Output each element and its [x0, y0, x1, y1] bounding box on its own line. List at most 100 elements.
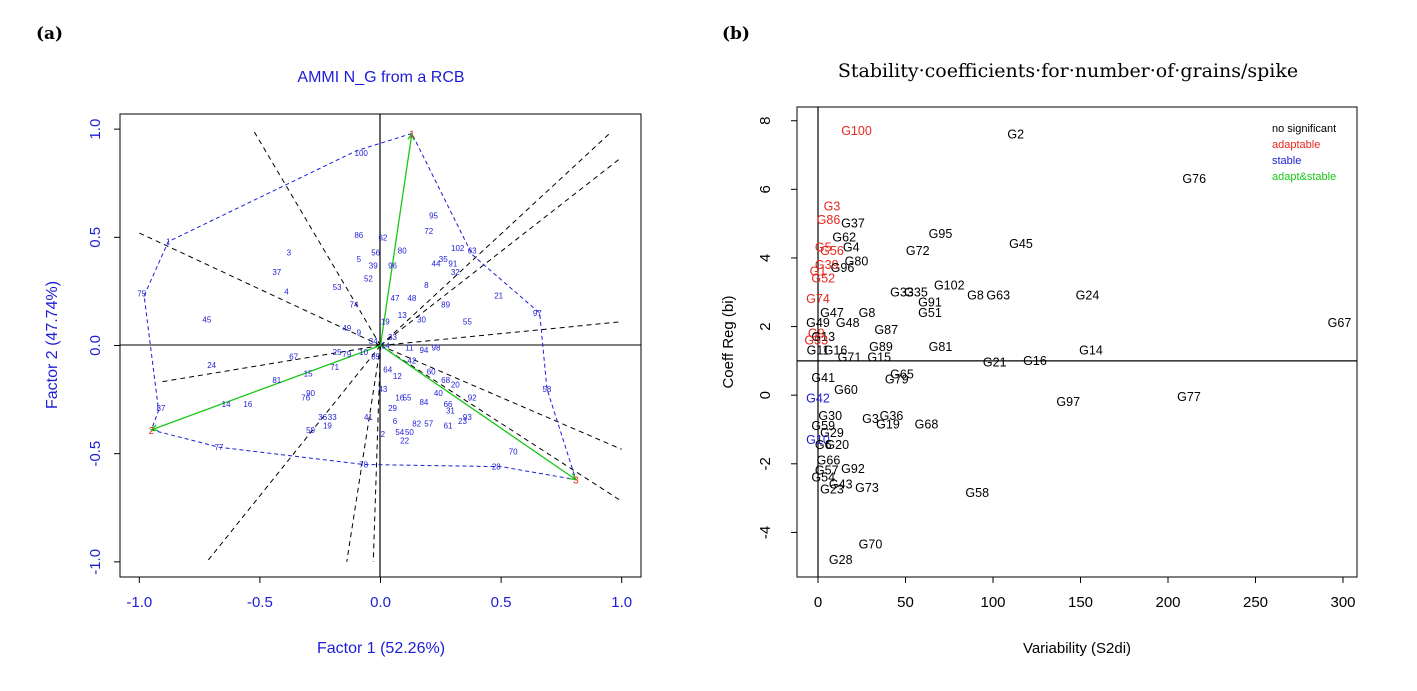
panel-a-environment-labels: 12 3: [149, 129, 580, 486]
genotype-label: 47: [391, 294, 400, 303]
genotype-label: 97: [533, 309, 542, 318]
genotype-label: 81: [272, 376, 281, 385]
genotype-point-label: G5: [815, 241, 832, 255]
genotype-point-label: G33: [890, 285, 914, 299]
genotype-label: 41: [364, 413, 373, 422]
genotype-point-label: G35: [904, 285, 928, 299]
genotype-label: 36: [318, 413, 327, 422]
genotype-point-label: G52: [811, 272, 835, 286]
genotype-label: 60: [427, 367, 436, 376]
genotype-label: 75: [137, 290, 146, 299]
panel-a-polygon-hull: [143, 132, 577, 481]
y-tick-label: 1.0: [87, 119, 104, 140]
genotype-label: 77: [214, 443, 223, 452]
genotype-label: 63: [468, 246, 477, 255]
genotype-label: 98: [432, 344, 441, 353]
x-tick-label: -0.5: [247, 594, 273, 611]
genotype-point-label: G47: [820, 306, 844, 320]
genotype-point-label: G72: [906, 244, 930, 258]
panel-a-x-ticks: -1.0 -0.5 0.0 0.5 1.0: [126, 577, 632, 611]
genotype-label: 64: [383, 365, 392, 374]
genotype-point-label: G8: [859, 306, 876, 320]
genotype-label: 12: [393, 372, 402, 381]
y-tick-label: -0.5: [87, 441, 104, 467]
y-tick-label: 8: [757, 117, 774, 125]
genotype-label: 20: [451, 380, 460, 389]
y-tick-label: -2: [757, 457, 774, 470]
genotype-label: 59: [306, 426, 315, 435]
genotype-point-label: G74: [806, 292, 830, 306]
genotype-label: 1: [166, 238, 171, 247]
genotype-label: 6: [393, 417, 398, 426]
panel-a-environment-vectors: [149, 131, 578, 481]
x-tick-label: 150: [1068, 594, 1093, 611]
legend-entry: adaptable: [1272, 139, 1320, 151]
genotype-point-label: G71: [838, 350, 862, 364]
genotype-point-label: G53: [804, 333, 828, 347]
genotype-label: 78: [359, 460, 368, 469]
genotype-label: 89: [441, 300, 450, 309]
genotype-point-label: G24: [1076, 289, 1100, 303]
panel-b-x-ticks: 0 50 100 150 200 250 300: [814, 577, 1356, 611]
genotype-point-label: G51: [918, 306, 942, 320]
genotype-label: 70: [509, 448, 518, 457]
genotype-point-label: G15: [867, 350, 891, 364]
x-tick-label: 50: [897, 594, 914, 611]
genotype-point-label: G87: [874, 323, 898, 337]
genotype-label: 56: [371, 248, 380, 257]
sector-ray: [380, 345, 622, 502]
genotype-point-label: G39: [815, 258, 839, 272]
genotype-label: 87: [157, 404, 166, 413]
genotype-label: 94: [419, 346, 428, 355]
genotype-label: 50: [405, 428, 414, 437]
genotype-label: 25: [333, 348, 342, 357]
x-tick-label: 300: [1330, 594, 1355, 611]
genotype-point-label: G43: [829, 477, 853, 491]
environment-label: 3: [573, 476, 579, 487]
genotype-label: 62: [378, 233, 387, 242]
genotype-label: 49: [342, 324, 351, 333]
genotype-label: 4: [284, 287, 289, 296]
x-tick-label: 200: [1155, 594, 1180, 611]
genotype-label: 16: [395, 393, 404, 402]
genotype-label: 30: [417, 316, 426, 325]
genotype-point-label: G68: [915, 417, 939, 431]
genotype-point-label: G67: [1328, 316, 1352, 330]
x-tick-label: 0.0: [370, 594, 391, 611]
genotype-label: 15: [304, 370, 313, 379]
y-tick-label: 0.5: [87, 227, 104, 248]
genotype-label: 13: [398, 311, 407, 320]
genotype-point-label: G76: [1182, 172, 1206, 186]
genotype-point-label: G54: [811, 471, 835, 485]
environment-vector: [379, 133, 413, 346]
panel-b-x-label: Variability (S2di): [1023, 640, 1131, 657]
sector-ray: [346, 345, 381, 562]
genotype-label: 33: [388, 333, 397, 342]
genotype-label: 31: [446, 406, 455, 415]
genotype-label: 19: [381, 318, 390, 327]
genotype-label: 74: [350, 300, 359, 309]
genotype-label: 52: [364, 274, 373, 283]
genotype-point-label: G9: [808, 326, 825, 340]
genotype-point-label: G86: [817, 213, 841, 227]
genotype-label: 67: [289, 352, 298, 361]
genotype-label: 96: [388, 261, 397, 270]
panel-a-sector-lines: [139, 128, 623, 563]
genotype-label: 29: [388, 404, 397, 413]
genotype-point-label: G97: [1056, 395, 1080, 409]
genotype-label: 42: [407, 357, 416, 366]
vector-arrowhead: [407, 131, 415, 141]
genotype-point-label: G77: [1177, 390, 1201, 404]
genotype-label: 55: [403, 393, 412, 402]
genotype-point-label: G3: [862, 412, 879, 426]
genotype-point-label: G81: [929, 340, 953, 354]
genotype-label: 76: [301, 393, 310, 402]
sector-ray: [380, 345, 622, 450]
genotype-point-label: G70: [859, 537, 883, 551]
genotype-point-label: G65: [890, 368, 914, 382]
legend-entry: no significant: [1272, 123, 1336, 135]
genotype-point-label: G57: [815, 464, 839, 478]
sector-ray: [372, 345, 381, 562]
